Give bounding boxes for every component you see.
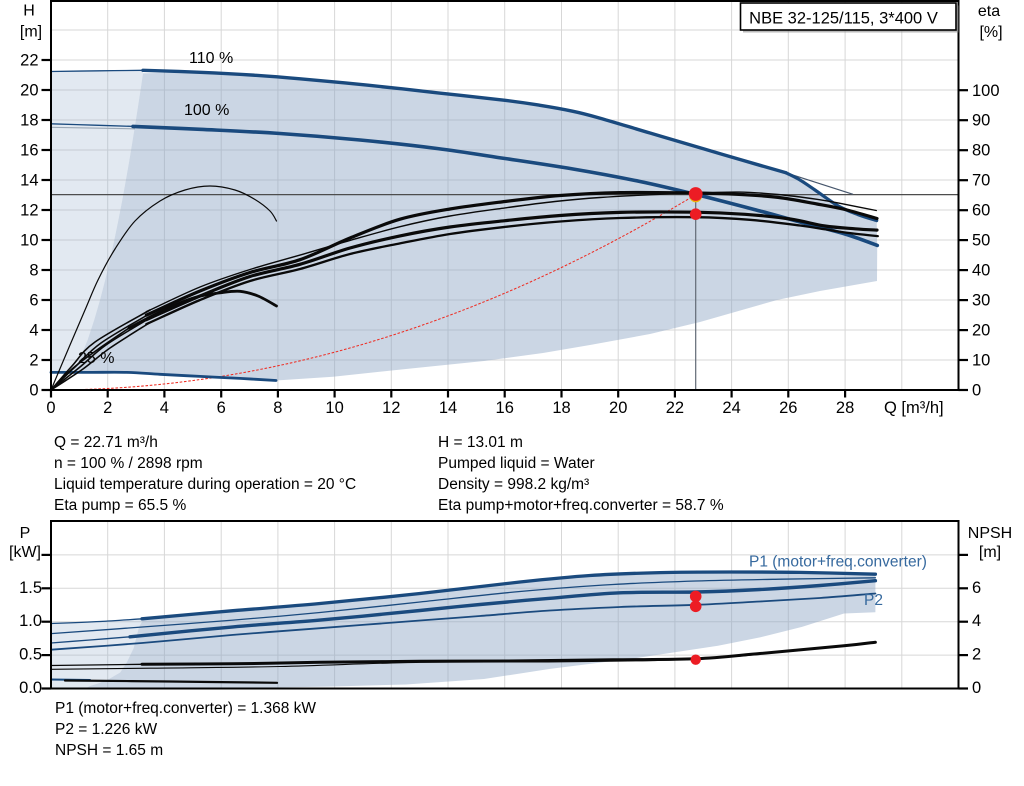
svg-text:20: 20 xyxy=(20,82,38,100)
svg-text:24: 24 xyxy=(722,399,740,417)
svg-text:Liquid temperature during oper: Liquid temperature during operation = 20… xyxy=(54,476,356,493)
svg-text:P1 (motor+freq.converter) = 1.: P1 (motor+freq.converter) = 1.368 kW xyxy=(55,700,316,717)
svg-text:6: 6 xyxy=(972,579,981,597)
svg-text:16: 16 xyxy=(20,142,38,160)
svg-text:1.0: 1.0 xyxy=(19,612,42,630)
svg-text:2: 2 xyxy=(29,352,38,370)
svg-text:28: 28 xyxy=(836,399,854,417)
svg-text:80: 80 xyxy=(972,142,990,160)
svg-text:100 %: 100 % xyxy=(184,102,229,119)
svg-text:4: 4 xyxy=(160,399,169,417)
svg-text:26: 26 xyxy=(779,399,797,417)
svg-text:1.5: 1.5 xyxy=(19,579,42,597)
svg-text:2: 2 xyxy=(103,399,112,417)
svg-text:10: 10 xyxy=(325,399,343,417)
svg-text:6: 6 xyxy=(29,292,38,310)
svg-text:16: 16 xyxy=(496,399,514,417)
svg-text:40: 40 xyxy=(972,262,990,280)
svg-text:H = 13.01 m: H = 13.01 m xyxy=(438,434,523,451)
svg-text:[m]: [m] xyxy=(20,24,42,41)
svg-text:NPSH = 1.65 m: NPSH = 1.65 m xyxy=(55,742,163,759)
svg-text:60: 60 xyxy=(972,202,990,220)
svg-text:50: 50 xyxy=(972,232,990,250)
svg-text:n = 100 % / 2898 rpm: n = 100 % / 2898 rpm xyxy=(54,455,203,472)
svg-text:110 %: 110 % xyxy=(189,50,233,67)
svg-text:0.5: 0.5 xyxy=(19,646,42,664)
svg-text:Density = 998.2 kg/m³: Density = 998.2 kg/m³ xyxy=(438,476,589,493)
svg-text:6: 6 xyxy=(217,399,226,417)
svg-text:20: 20 xyxy=(609,399,627,417)
svg-text:P2 = 1.226 kW: P2 = 1.226 kW xyxy=(55,721,157,738)
svg-text:20: 20 xyxy=(972,322,990,340)
svg-text:4: 4 xyxy=(29,322,38,340)
svg-text:12: 12 xyxy=(20,202,38,220)
svg-text:30: 30 xyxy=(972,292,990,310)
svg-text:Eta pump+motor+freq.converter: Eta pump+motor+freq.converter = 58.7 % xyxy=(438,497,724,514)
svg-text:Eta pump = 65.5 %: Eta pump = 65.5 % xyxy=(54,497,186,514)
svg-text:4: 4 xyxy=(972,612,981,630)
svg-text:10: 10 xyxy=(972,352,990,370)
svg-text:[kW]: [kW] xyxy=(9,544,41,561)
svg-text:0: 0 xyxy=(972,679,981,697)
svg-text:12: 12 xyxy=(382,399,400,417)
svg-text:10: 10 xyxy=(20,232,38,250)
svg-text:Q = 22.71 m³/h: Q = 22.71 m³/h xyxy=(54,434,158,451)
svg-text:NPSH: NPSH xyxy=(968,525,1012,542)
svg-text:14: 14 xyxy=(439,399,457,417)
svg-text:eta: eta xyxy=(978,3,1000,20)
svg-text:NBE 32-125/115, 3*400 V: NBE 32-125/115, 3*400 V xyxy=(749,10,938,28)
svg-text:[%]: [%] xyxy=(979,24,1002,41)
svg-text:22: 22 xyxy=(20,52,38,70)
svg-text:90: 90 xyxy=(972,112,990,130)
svg-text:18: 18 xyxy=(552,399,570,417)
svg-text:14: 14 xyxy=(20,172,38,190)
svg-text:70: 70 xyxy=(972,172,990,190)
svg-text:P: P xyxy=(20,525,31,542)
svg-text:0: 0 xyxy=(29,382,38,400)
svg-text:0: 0 xyxy=(972,382,981,400)
svg-text:0.0: 0.0 xyxy=(19,679,42,697)
svg-text:Q [m³/h]: Q [m³/h] xyxy=(884,399,944,417)
svg-text:[m]: [m] xyxy=(979,544,1001,561)
svg-text:100: 100 xyxy=(972,82,1000,100)
svg-text:Pumped liquid = Water: Pumped liquid = Water xyxy=(438,455,595,472)
svg-text:H: H xyxy=(23,3,35,20)
svg-text:2: 2 xyxy=(972,646,981,664)
svg-text:P2: P2 xyxy=(864,592,883,609)
svg-text:8: 8 xyxy=(273,399,282,417)
svg-text:P1 (motor+freq.converter): P1 (motor+freq.converter) xyxy=(749,554,927,571)
svg-text:0: 0 xyxy=(46,399,55,417)
svg-text:8: 8 xyxy=(29,262,38,280)
svg-text:22: 22 xyxy=(666,399,684,417)
svg-text:18: 18 xyxy=(20,112,38,130)
